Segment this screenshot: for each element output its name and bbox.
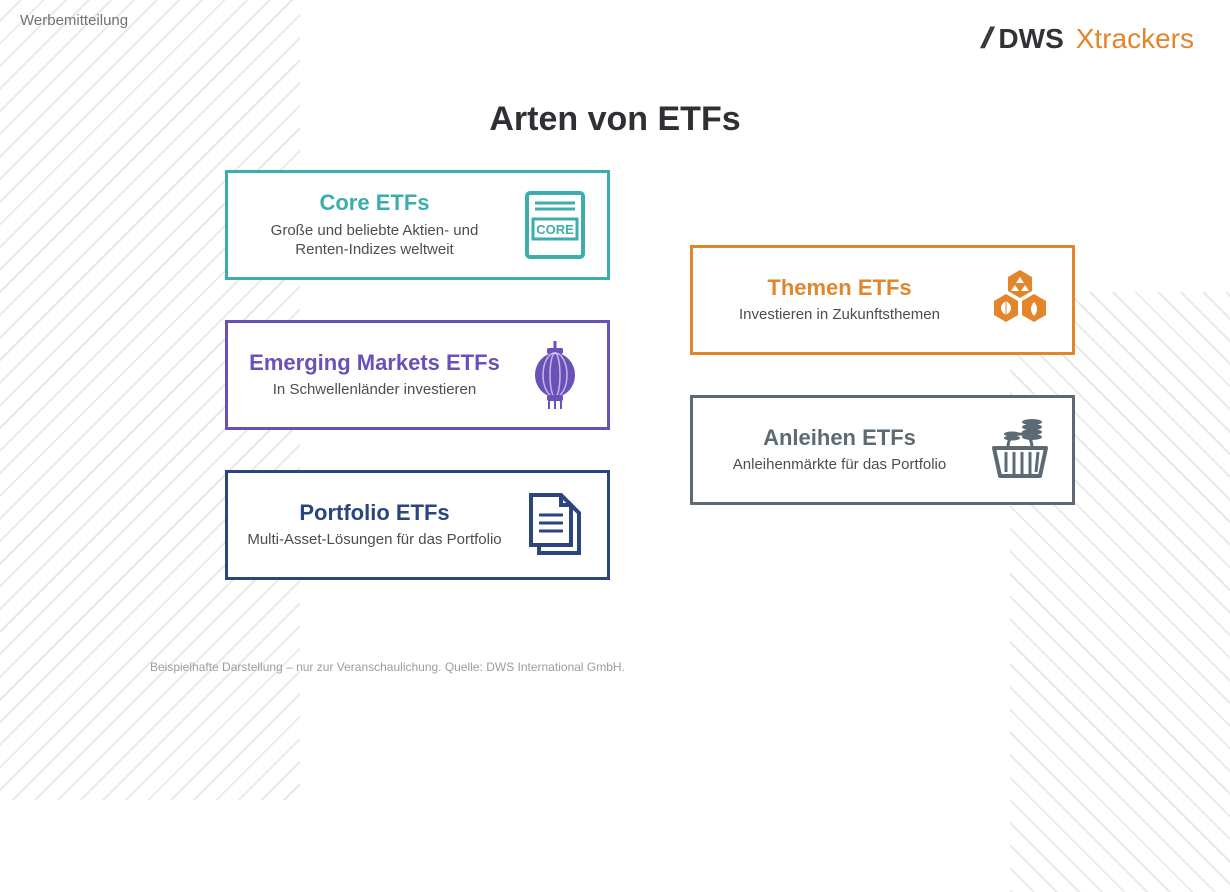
card-portfolio-desc: Multi-Asset-Lösungen für das Portfolio bbox=[244, 530, 505, 550]
card-anleihen-etfs: Anleihen ETFs Anleihenmärkte für das Por… bbox=[690, 395, 1075, 505]
card-themen-title: Themen ETFs bbox=[709, 275, 970, 301]
cards-right-column: Themen ETFs Investieren in Zukunftstheme… bbox=[690, 245, 1075, 505]
lantern-icon bbox=[519, 339, 591, 411]
card-themen-etfs: Themen ETFs Investieren in Zukunftstheme… bbox=[690, 245, 1075, 355]
logo-slashes-icon: // bbox=[982, 22, 987, 56]
documents-icon bbox=[519, 489, 591, 561]
card-emerging-markets-etfs: Emerging Markets ETFs In Schwellenländer… bbox=[225, 320, 610, 430]
page-title: Arten von ETFs bbox=[0, 100, 1230, 139]
logo-dws: DWS bbox=[998, 23, 1063, 55]
card-core-etfs: Core ETFs Große und beliebte Aktien- und… bbox=[225, 170, 610, 280]
card-portfolio-title: Portfolio ETFs bbox=[244, 500, 505, 526]
card-core-title: Core ETFs bbox=[244, 190, 505, 216]
card-anleihen-desc: Anleihenmärkte für das Portfolio bbox=[709, 455, 970, 475]
card-portfolio-etfs: Portfolio ETFs Multi-Asset-Lösungen für … bbox=[225, 470, 610, 580]
document-core-icon: CORE bbox=[519, 189, 591, 261]
card-anleihen-title: Anleihen ETFs bbox=[709, 425, 970, 451]
card-em-title: Emerging Markets ETFs bbox=[244, 350, 505, 376]
hexagons-icon bbox=[984, 264, 1056, 336]
footer-note: Beispielhafte Darstellung – nur zur Vera… bbox=[150, 660, 625, 674]
logo: // DWS Xtrackers bbox=[982, 22, 1194, 56]
card-themen-desc: Investieren in Zukunftsthemen bbox=[709, 305, 970, 325]
basket-coins-icon bbox=[984, 414, 1056, 486]
card-em-desc: In Schwellenländer investieren bbox=[244, 380, 505, 400]
svg-text:CORE: CORE bbox=[536, 222, 574, 237]
logo-xtrackers: Xtrackers bbox=[1076, 23, 1194, 55]
card-core-desc: Große und beliebte Aktien- und Renten-In… bbox=[244, 221, 505, 260]
cards-left-column: Core ETFs Große und beliebte Aktien- und… bbox=[225, 170, 610, 580]
header-note: Werbemitteilung bbox=[20, 12, 128, 29]
